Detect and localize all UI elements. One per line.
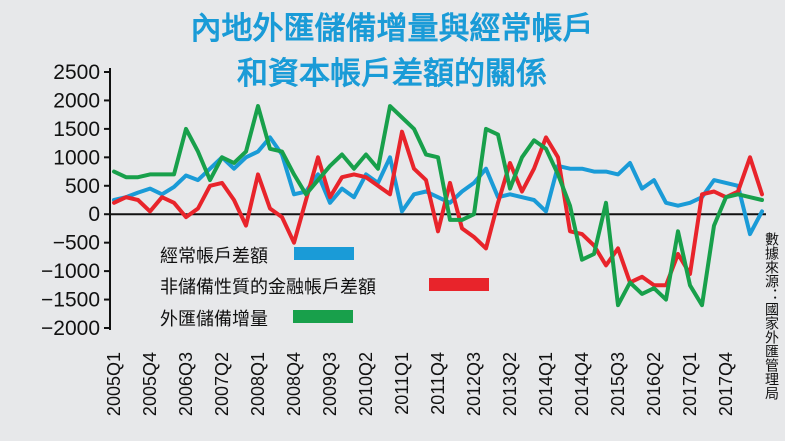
series-line-1 <box>112 129 764 288</box>
x-tick-label: 2013Q2 <box>500 352 520 416</box>
y-tick-label: −1500 <box>41 289 100 312</box>
y-tick-label: −500 <box>53 232 100 255</box>
x-tick-label: 2006Q3 <box>176 352 196 416</box>
legend-swatch-0 <box>294 247 354 260</box>
legend-label-0: 經常帳戶差額 <box>160 246 268 267</box>
x-tick-label: 2014Q4 <box>572 352 592 416</box>
x-tick-label: 2005Q4 <box>140 352 160 416</box>
x-tick-label: 2008Q4 <box>284 352 304 416</box>
y-tick-label: 1500 <box>53 118 100 141</box>
x-tick-label: 2010Q2 <box>356 352 376 416</box>
x-tick-label: 2014Q1 <box>536 352 556 416</box>
y-tick-label: 2000 <box>53 89 100 112</box>
chart-title-line-2: 和資本帳戶差額的關係 <box>237 56 547 92</box>
y-tick-label: −1000 <box>41 260 100 283</box>
y-tick-label: 2500 <box>53 61 100 84</box>
y-axis-tick-labels: 2500 2000 1500 1000 500 0 −500 −1000 −1500 −2000 <box>41 61 100 340</box>
series-line-2 <box>112 104 764 308</box>
x-tick-label: 2017Q1 <box>680 352 700 416</box>
legend-swatch-2 <box>293 310 353 323</box>
x-tick-label: 2007Q2 <box>212 352 232 416</box>
data-source-note: 數據來源：國家外匯管理局 <box>763 232 779 400</box>
x-tick-label: 2015Q3 <box>608 352 628 416</box>
y-tick-label: 0 <box>88 203 100 226</box>
series-lines <box>112 104 764 308</box>
y-tick-label: −2000 <box>41 317 100 340</box>
y-tick-label: 1000 <box>53 146 100 169</box>
x-tick-label: 2012Q3 <box>464 352 484 416</box>
x-axis-tick-labels: 2005Q1 2005Q4 2006Q3 2007Q2 2008Q1 2008Q4 2009… <box>104 352 736 416</box>
axes <box>104 68 766 330</box>
x-tick-label: 2008Q1 <box>248 352 268 416</box>
x-tick-label: 2017Q4 <box>716 352 736 416</box>
x-tick-label: 2011Q4 <box>428 352 448 415</box>
legend-label-1: 非儲備性質的金融帳戶差額 <box>160 277 376 298</box>
x-tick-label: 2016Q2 <box>644 352 664 416</box>
legend-label-2: 外匯儲備增量 <box>160 309 268 330</box>
y-tick-label: 500 <box>65 175 100 198</box>
legend-swatch-1 <box>429 278 489 291</box>
x-tick-label: 2009Q3 <box>320 352 340 416</box>
x-tick-label: 2011Q1 <box>392 352 412 415</box>
chart-title-line-1: 內地外匯儲備增量與經常帳戶 <box>191 11 594 47</box>
x-tick-label: 2005Q1 <box>104 352 124 416</box>
